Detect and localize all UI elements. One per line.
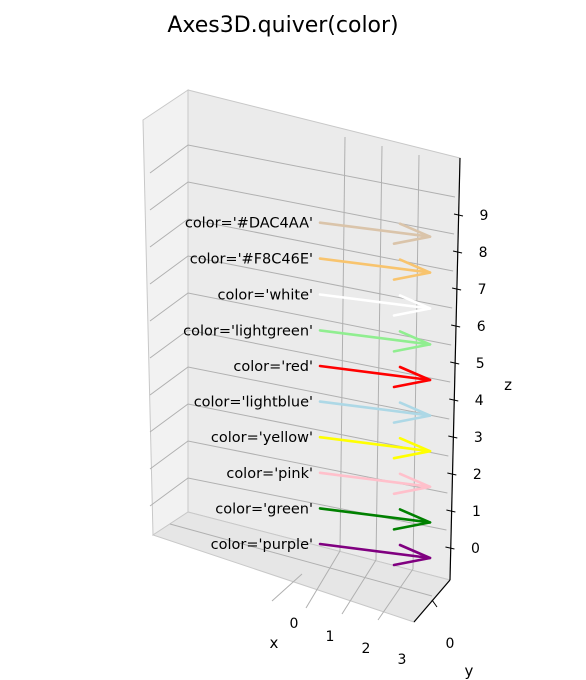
arrow-series: color='purple' color='green' color='pink' c…	[183, 216, 432, 567]
back-pane-left	[142, 89, 189, 536]
x-tick-label: 3	[398, 652, 407, 668]
arrow-shaft	[318, 221, 432, 238]
arrow-head	[392, 543, 432, 567]
arrow-head	[392, 508, 432, 531]
z-grid-line	[149, 329, 451, 383]
z-tick-mark	[446, 509, 456, 513]
floor-grid-line	[377, 568, 414, 621]
z-grid-line	[149, 366, 450, 420]
z-grid-line	[149, 255, 453, 309]
arrow-label: color='purple'	[211, 537, 313, 553]
z-grid-line	[149, 181, 455, 235]
y-tick-mark	[431, 599, 438, 608]
arrow-label: color='yellow'	[211, 430, 313, 446]
arrow-shaft	[318, 542, 432, 560]
y-tick-label: 0	[446, 636, 455, 652]
arrow-head	[392, 222, 432, 245]
arrow-shaft	[318, 293, 432, 310]
chart-title: Axes3D.quiver(color)	[167, 13, 398, 38]
arrow-shaft	[318, 329, 432, 346]
arrow-shaft	[318, 400, 432, 417]
z-tick-label: 9	[480, 208, 489, 224]
z-tick-label: 3	[474, 430, 483, 446]
arrow-head	[392, 294, 432, 317]
z-grid-line	[149, 144, 456, 198]
arrow-label: color='#F8C46E'	[190, 252, 313, 268]
arrow-head	[392, 258, 432, 281]
x-tick-label: 1	[326, 629, 335, 645]
arrow-label: color='white'	[217, 288, 313, 304]
arrow-label: color='#DAC4AA'	[185, 216, 313, 232]
z-tick-label: 4	[475, 393, 484, 409]
arrow-head	[392, 365, 432, 389]
arrow-label: color='red'	[233, 359, 313, 375]
z-tick-label: 6	[477, 319, 486, 335]
z-tick-mark	[451, 324, 461, 328]
arrow-shaft	[318, 507, 432, 524]
z-tick-mark	[448, 435, 458, 439]
z-axis-line	[449, 157, 461, 581]
x-tick-label: 2	[362, 641, 371, 657]
z-tick-mark	[447, 472, 457, 476]
arrow-shaft	[318, 364, 432, 382]
arrow-label: color='pink'	[226, 466, 313, 482]
floor-grid-line	[169, 523, 433, 597]
z-grid-line	[149, 218, 454, 272]
arrow-label: color='lightblue'	[194, 395, 313, 411]
y-axis-label: y	[465, 662, 474, 680]
z-tick-mark	[450, 361, 460, 365]
z-tick-mark	[451, 287, 462, 291]
arrow-head	[392, 330, 432, 353]
z-tick-label: 0	[471, 541, 480, 557]
x-grid-line	[412, 154, 420, 570]
arrow-label: color='green'	[215, 501, 313, 517]
floor-grid-line	[271, 573, 303, 602]
z-tick-mark	[449, 398, 459, 402]
axis-ticks: 0 1 2 3 4 5 6 7 8 9 0 1 2 3 0	[290, 208, 489, 668]
z-grid-line	[149, 292, 452, 346]
z-grid-line	[149, 440, 448, 494]
arrow-head	[392, 472, 432, 496]
z-tick-mark	[452, 250, 463, 254]
arrow-shaft	[318, 471, 432, 489]
x-axis-label: x	[270, 634, 279, 652]
floor-grid-line	[305, 550, 341, 609]
floor-grid-line	[341, 559, 377, 615]
x-tick-label: 0	[290, 616, 299, 632]
z-tick-mark	[453, 213, 464, 217]
arrow-head	[392, 401, 432, 424]
arrow-label: color='lightgreen'	[183, 323, 313, 339]
grid-lines	[149, 136, 456, 621]
z-tick-label: 5	[476, 356, 485, 372]
arrow-shaft	[318, 435, 432, 453]
y-axis-line	[413, 579, 451, 623]
arrow-shaft	[318, 257, 432, 274]
z-tick-label: 8	[479, 245, 488, 261]
z-tick-label: 7	[478, 282, 487, 298]
z-grid-line	[149, 403, 449, 457]
x-grid-line	[339, 136, 346, 552]
z-axis-label: z	[504, 376, 512, 394]
z-tick-label: 2	[473, 467, 482, 483]
z-tick-mark	[445, 546, 455, 550]
z-tick-label: 1	[472, 504, 481, 520]
arrow-head	[392, 436, 432, 460]
x-grid-line	[375, 145, 383, 561]
